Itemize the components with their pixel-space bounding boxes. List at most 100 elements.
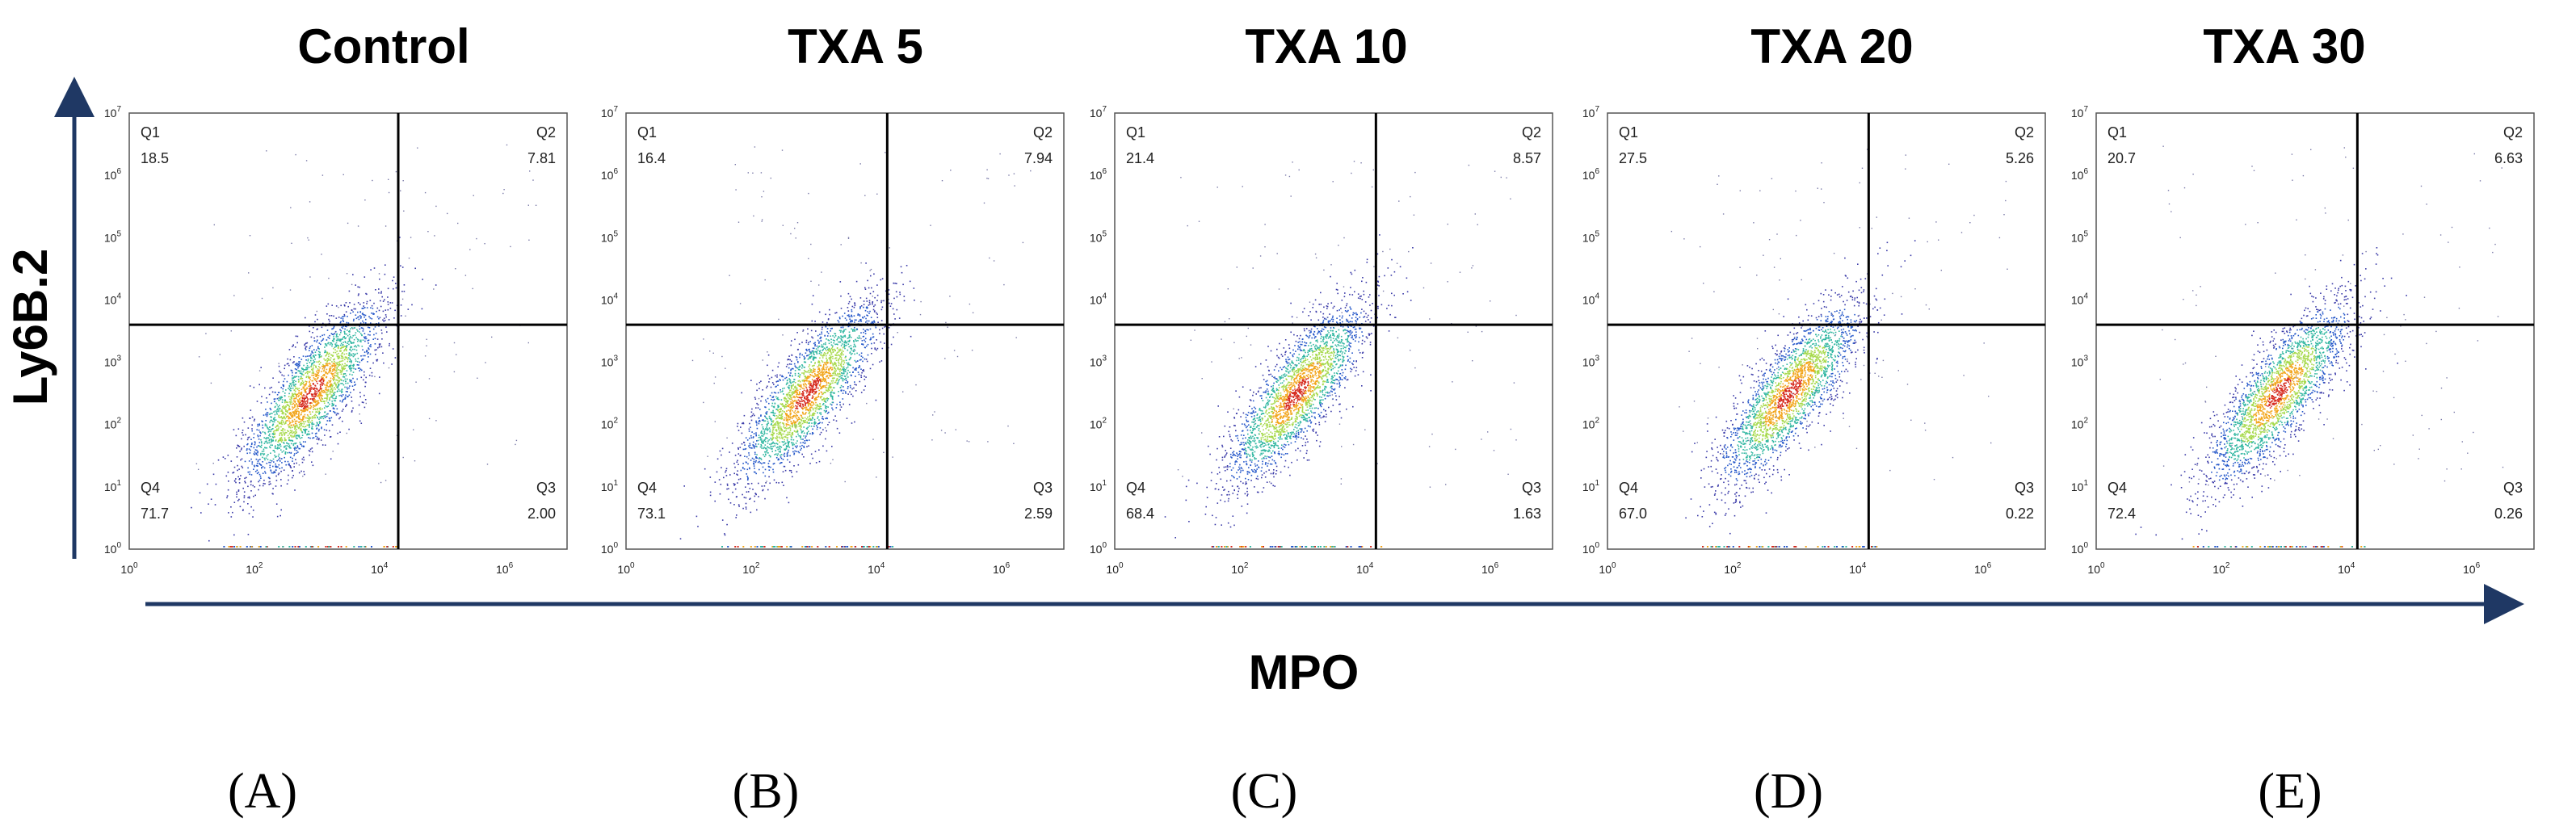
- event-point: [296, 364, 297, 367]
- event-point: [357, 340, 359, 342]
- event-point: [300, 388, 303, 391]
- event-point: [315, 414, 317, 417]
- event-point: [820, 388, 822, 390]
- event-point: [264, 425, 267, 426]
- event-point: [278, 428, 279, 430]
- event-point: [848, 404, 851, 405]
- event-point: [829, 386, 830, 388]
- event-point: [233, 295, 235, 296]
- event-point: [285, 406, 287, 408]
- event-point: [341, 353, 343, 355]
- event-point: [247, 471, 250, 473]
- event-point: [311, 432, 313, 434]
- event-point: [281, 413, 284, 414]
- event-point: [789, 380, 791, 383]
- event-point: [272, 434, 275, 435]
- event-point: [246, 448, 248, 450]
- event-point: [359, 311, 361, 313]
- event-point: [295, 409, 297, 410]
- event-point: [292, 444, 295, 447]
- event-point: [759, 462, 762, 464]
- event-point: [236, 456, 238, 458]
- event-point: [306, 401, 309, 402]
- event-point: [780, 454, 783, 455]
- event-point: [888, 293, 890, 296]
- event-point: [273, 418, 275, 420]
- event-point: [807, 397, 809, 399]
- event-point: [750, 437, 753, 438]
- event-point: [825, 380, 826, 381]
- event-point: [329, 391, 331, 393]
- event-point: [826, 335, 829, 337]
- event-point: [312, 464, 314, 467]
- event-point: [839, 376, 841, 378]
- event-point: [342, 325, 344, 327]
- event-point: [823, 392, 825, 393]
- event-point: [326, 383, 328, 384]
- event-point: [798, 451, 801, 454]
- event-point: [812, 428, 813, 430]
- event-point: [305, 408, 307, 409]
- event-point: [313, 379, 316, 380]
- event-point: [307, 373, 309, 375]
- event-point: [843, 386, 844, 388]
- event-point: [260, 477, 262, 479]
- event-point: [384, 273, 386, 275]
- event-point: [282, 428, 284, 430]
- event-point: [344, 373, 347, 375]
- event-point: [828, 389, 830, 391]
- event-point: [765, 454, 767, 456]
- event-point: [302, 418, 305, 420]
- event-point: [270, 442, 272, 443]
- event-point: [324, 392, 326, 393]
- event-point: [765, 451, 767, 453]
- event-point: [257, 434, 258, 436]
- event-point: [292, 412, 295, 413]
- event-point: [806, 371, 808, 373]
- event-point: [268, 484, 270, 485]
- event-point: [289, 456, 292, 459]
- event-point: [325, 359, 327, 361]
- event-point: [403, 284, 406, 286]
- event-point: [790, 412, 792, 414]
- event-point: [309, 350, 310, 351]
- event-point: [279, 398, 282, 401]
- event-point: [262, 452, 264, 455]
- event-point: [326, 381, 329, 384]
- event-point: [224, 458, 226, 459]
- event-point: [375, 332, 377, 334]
- event-point: [292, 460, 293, 462]
- event-point: [813, 382, 814, 384]
- event-point: [755, 432, 757, 434]
- event-point: [766, 413, 767, 415]
- event-point: [252, 510, 254, 511]
- event-point: [331, 361, 333, 363]
- event-point: [793, 380, 795, 383]
- event-point: [798, 405, 801, 407]
- event-point: [287, 451, 288, 454]
- event-point: [311, 451, 313, 453]
- event-point: [329, 399, 330, 401]
- event-point: [731, 443, 733, 444]
- event-point: [317, 383, 318, 384]
- event-point: [838, 349, 839, 351]
- event-point: [313, 377, 315, 379]
- event-point: [721, 447, 724, 450]
- event-point: [265, 546, 267, 548]
- event-point: [351, 381, 353, 384]
- event-point: [771, 448, 773, 450]
- event-point: [767, 428, 768, 430]
- event-point: [285, 432, 288, 434]
- event-point: [328, 318, 330, 321]
- event-point: [279, 371, 282, 374]
- event-point: [484, 243, 485, 245]
- event-point: [803, 385, 805, 387]
- event-point: [330, 388, 332, 391]
- event-point: [258, 445, 261, 447]
- event-point: [875, 326, 877, 329]
- event-point: [818, 342, 820, 344]
- event-point: [302, 407, 305, 409]
- event-point: [271, 421, 274, 422]
- event-point: [784, 443, 786, 445]
- event-point: [787, 455, 788, 457]
